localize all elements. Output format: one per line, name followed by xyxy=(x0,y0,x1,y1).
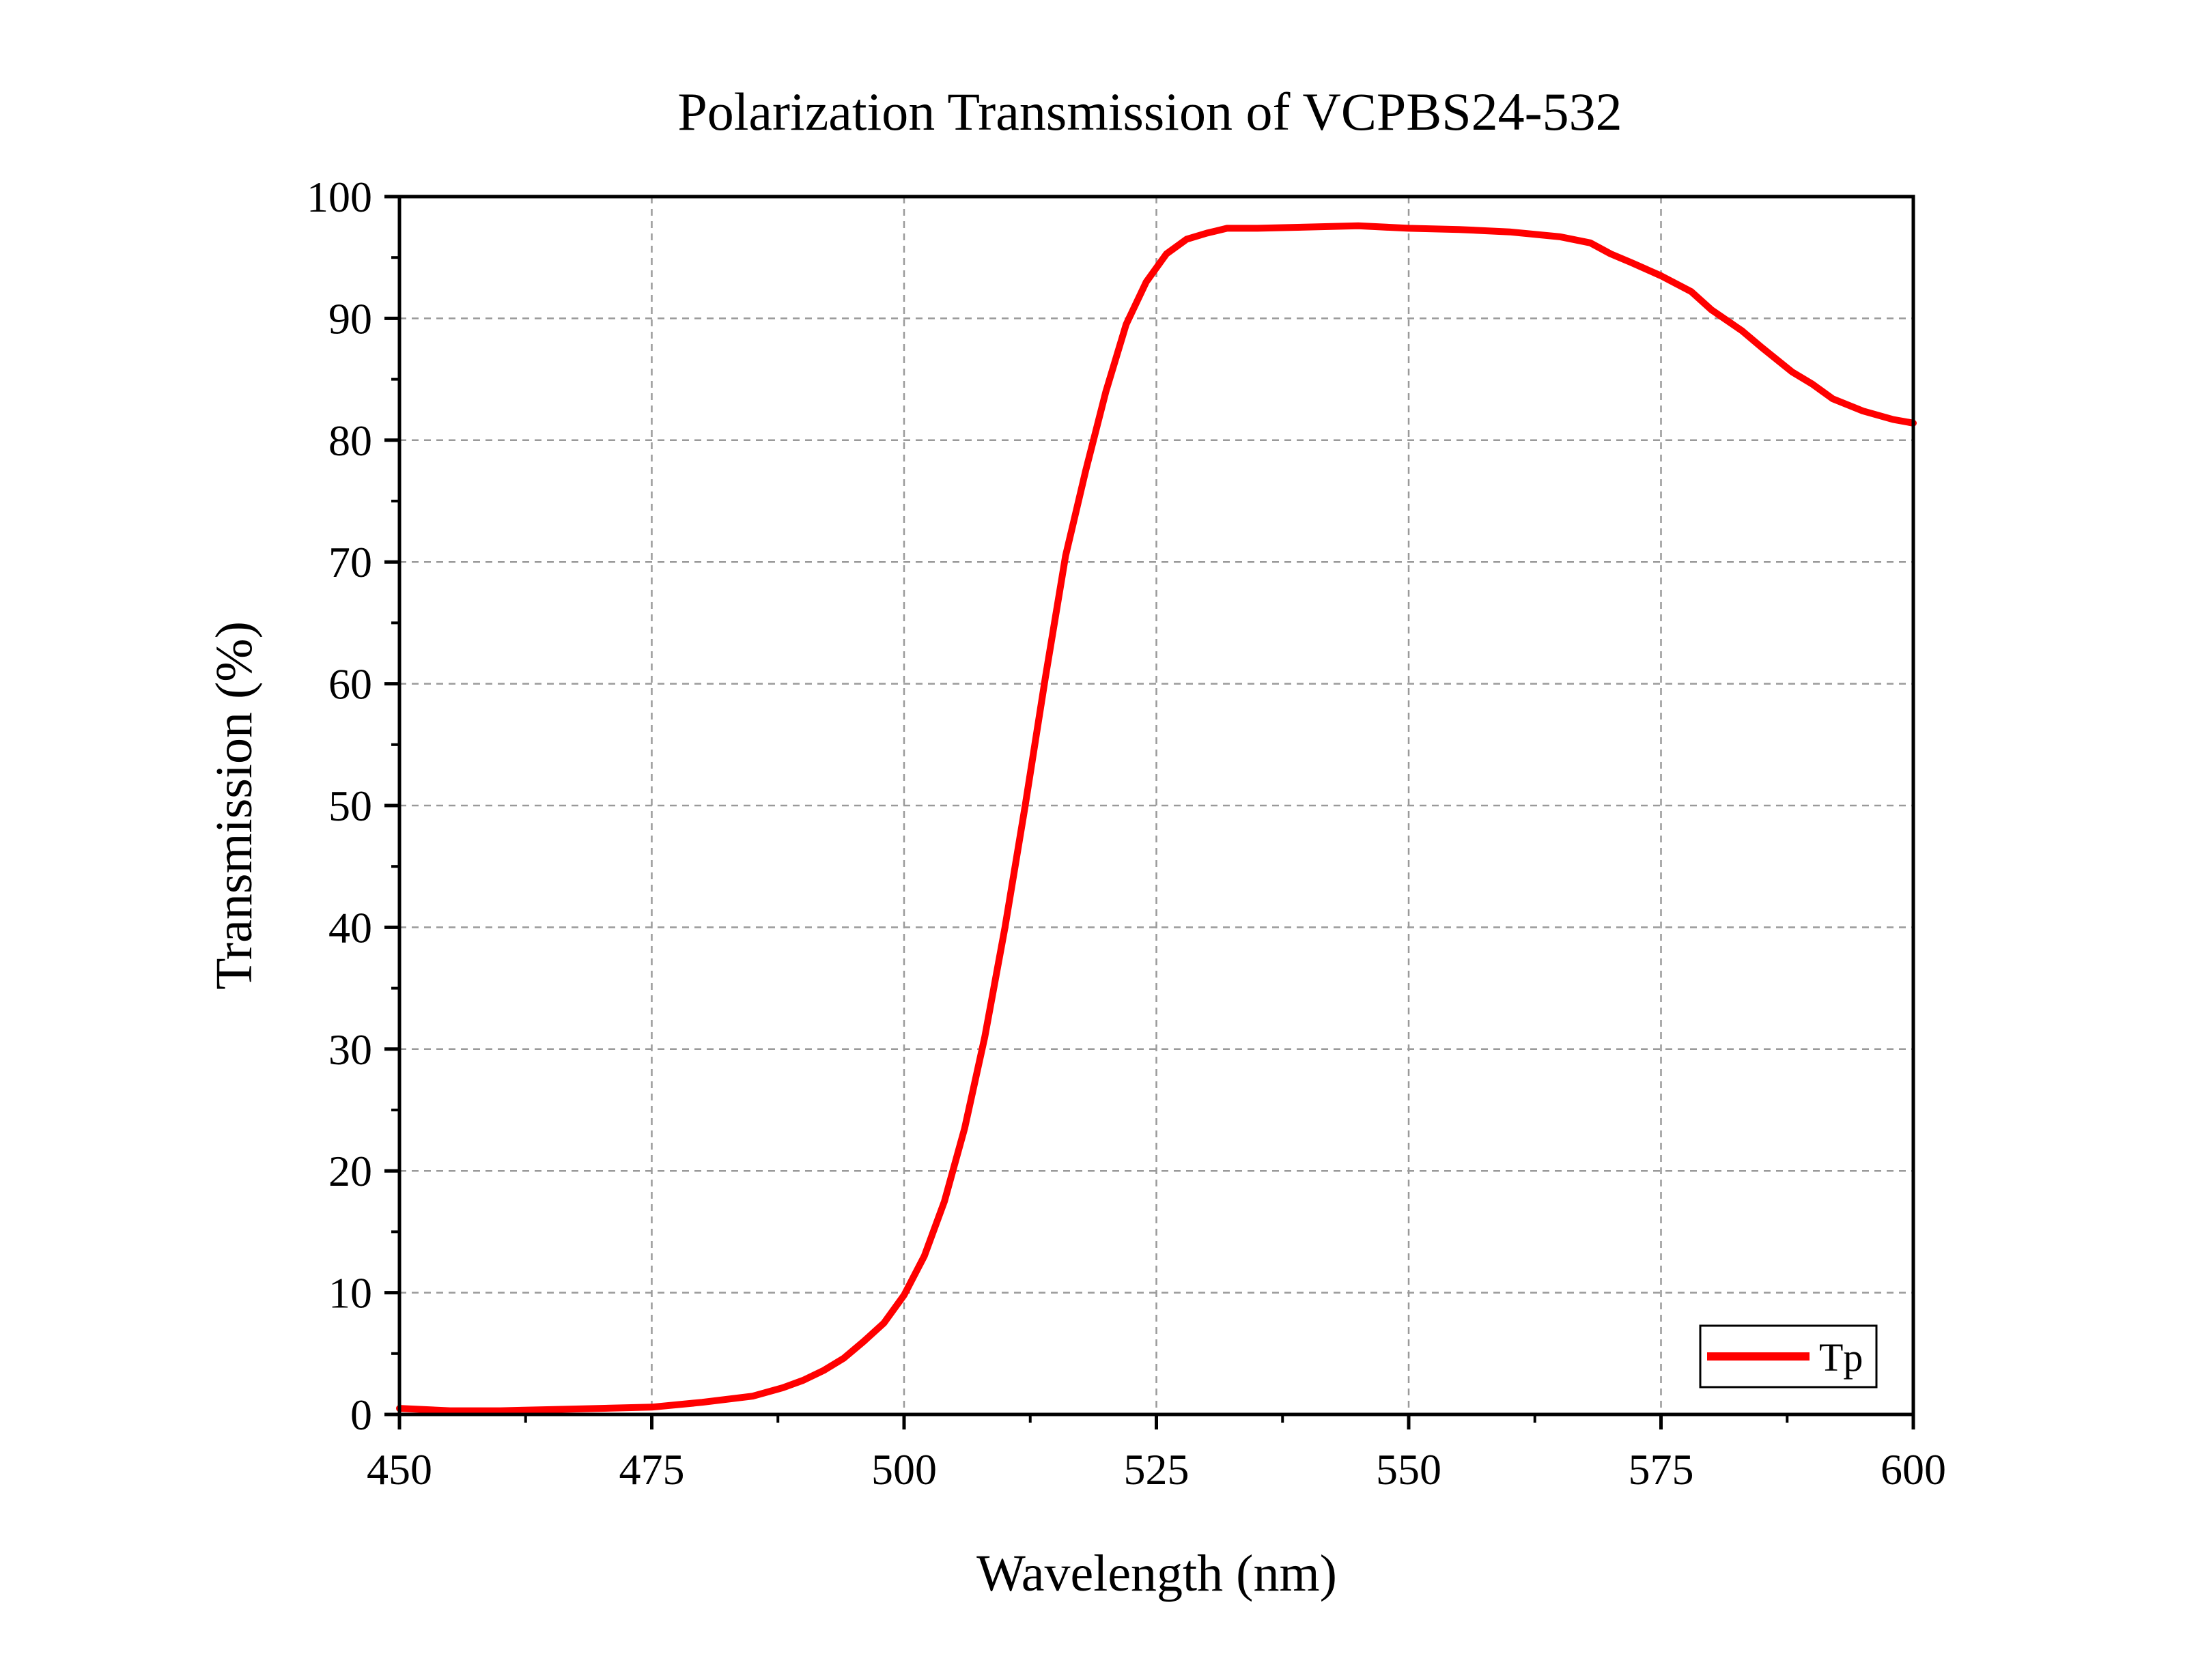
y-tick-label: 0 xyxy=(350,1391,372,1439)
chart-title: Polarization Transmission of VCPBS24-532 xyxy=(677,82,1622,141)
y-tick-label: 60 xyxy=(328,660,372,709)
x-tick-label: 575 xyxy=(1629,1445,1694,1494)
x-axis-title: Wavelength (nm) xyxy=(976,1545,1337,1602)
legend: Tp xyxy=(1699,1324,1878,1389)
y-axis-title: Transmission (%) xyxy=(206,621,263,990)
minor-ticks xyxy=(391,256,1789,1423)
y-tick-label: 100 xyxy=(307,173,372,221)
y-tick-label: 40 xyxy=(328,903,372,952)
x-axis-ticks: 450 475 500 525 550 575 600 xyxy=(367,1414,1946,1494)
x-tick-label: 500 xyxy=(871,1445,937,1494)
y-tick-label: 90 xyxy=(328,294,372,343)
x-tick-label: 450 xyxy=(367,1445,432,1494)
legend-label-tp: Tp xyxy=(1819,1335,1863,1380)
y-tick-label: 10 xyxy=(328,1269,372,1318)
y-tick-label: 80 xyxy=(328,416,372,465)
series-line-tp xyxy=(396,222,1917,1414)
grid xyxy=(399,197,1913,1414)
x-tick-label: 475 xyxy=(619,1445,685,1494)
y-axis-ticks: 0 10 20 30 40 50 60 70 80 90 100 xyxy=(307,173,399,1439)
x-tick-label: 550 xyxy=(1376,1445,1441,1494)
y-tick-label: 70 xyxy=(328,538,372,586)
x-tick-label: 600 xyxy=(1881,1445,1946,1494)
y-tick-label: 50 xyxy=(328,782,372,830)
series-layer xyxy=(396,222,1917,1414)
x-tick-label: 525 xyxy=(1124,1445,1190,1494)
y-tick-label: 20 xyxy=(328,1147,372,1195)
y-tick-label: 30 xyxy=(328,1025,372,1074)
